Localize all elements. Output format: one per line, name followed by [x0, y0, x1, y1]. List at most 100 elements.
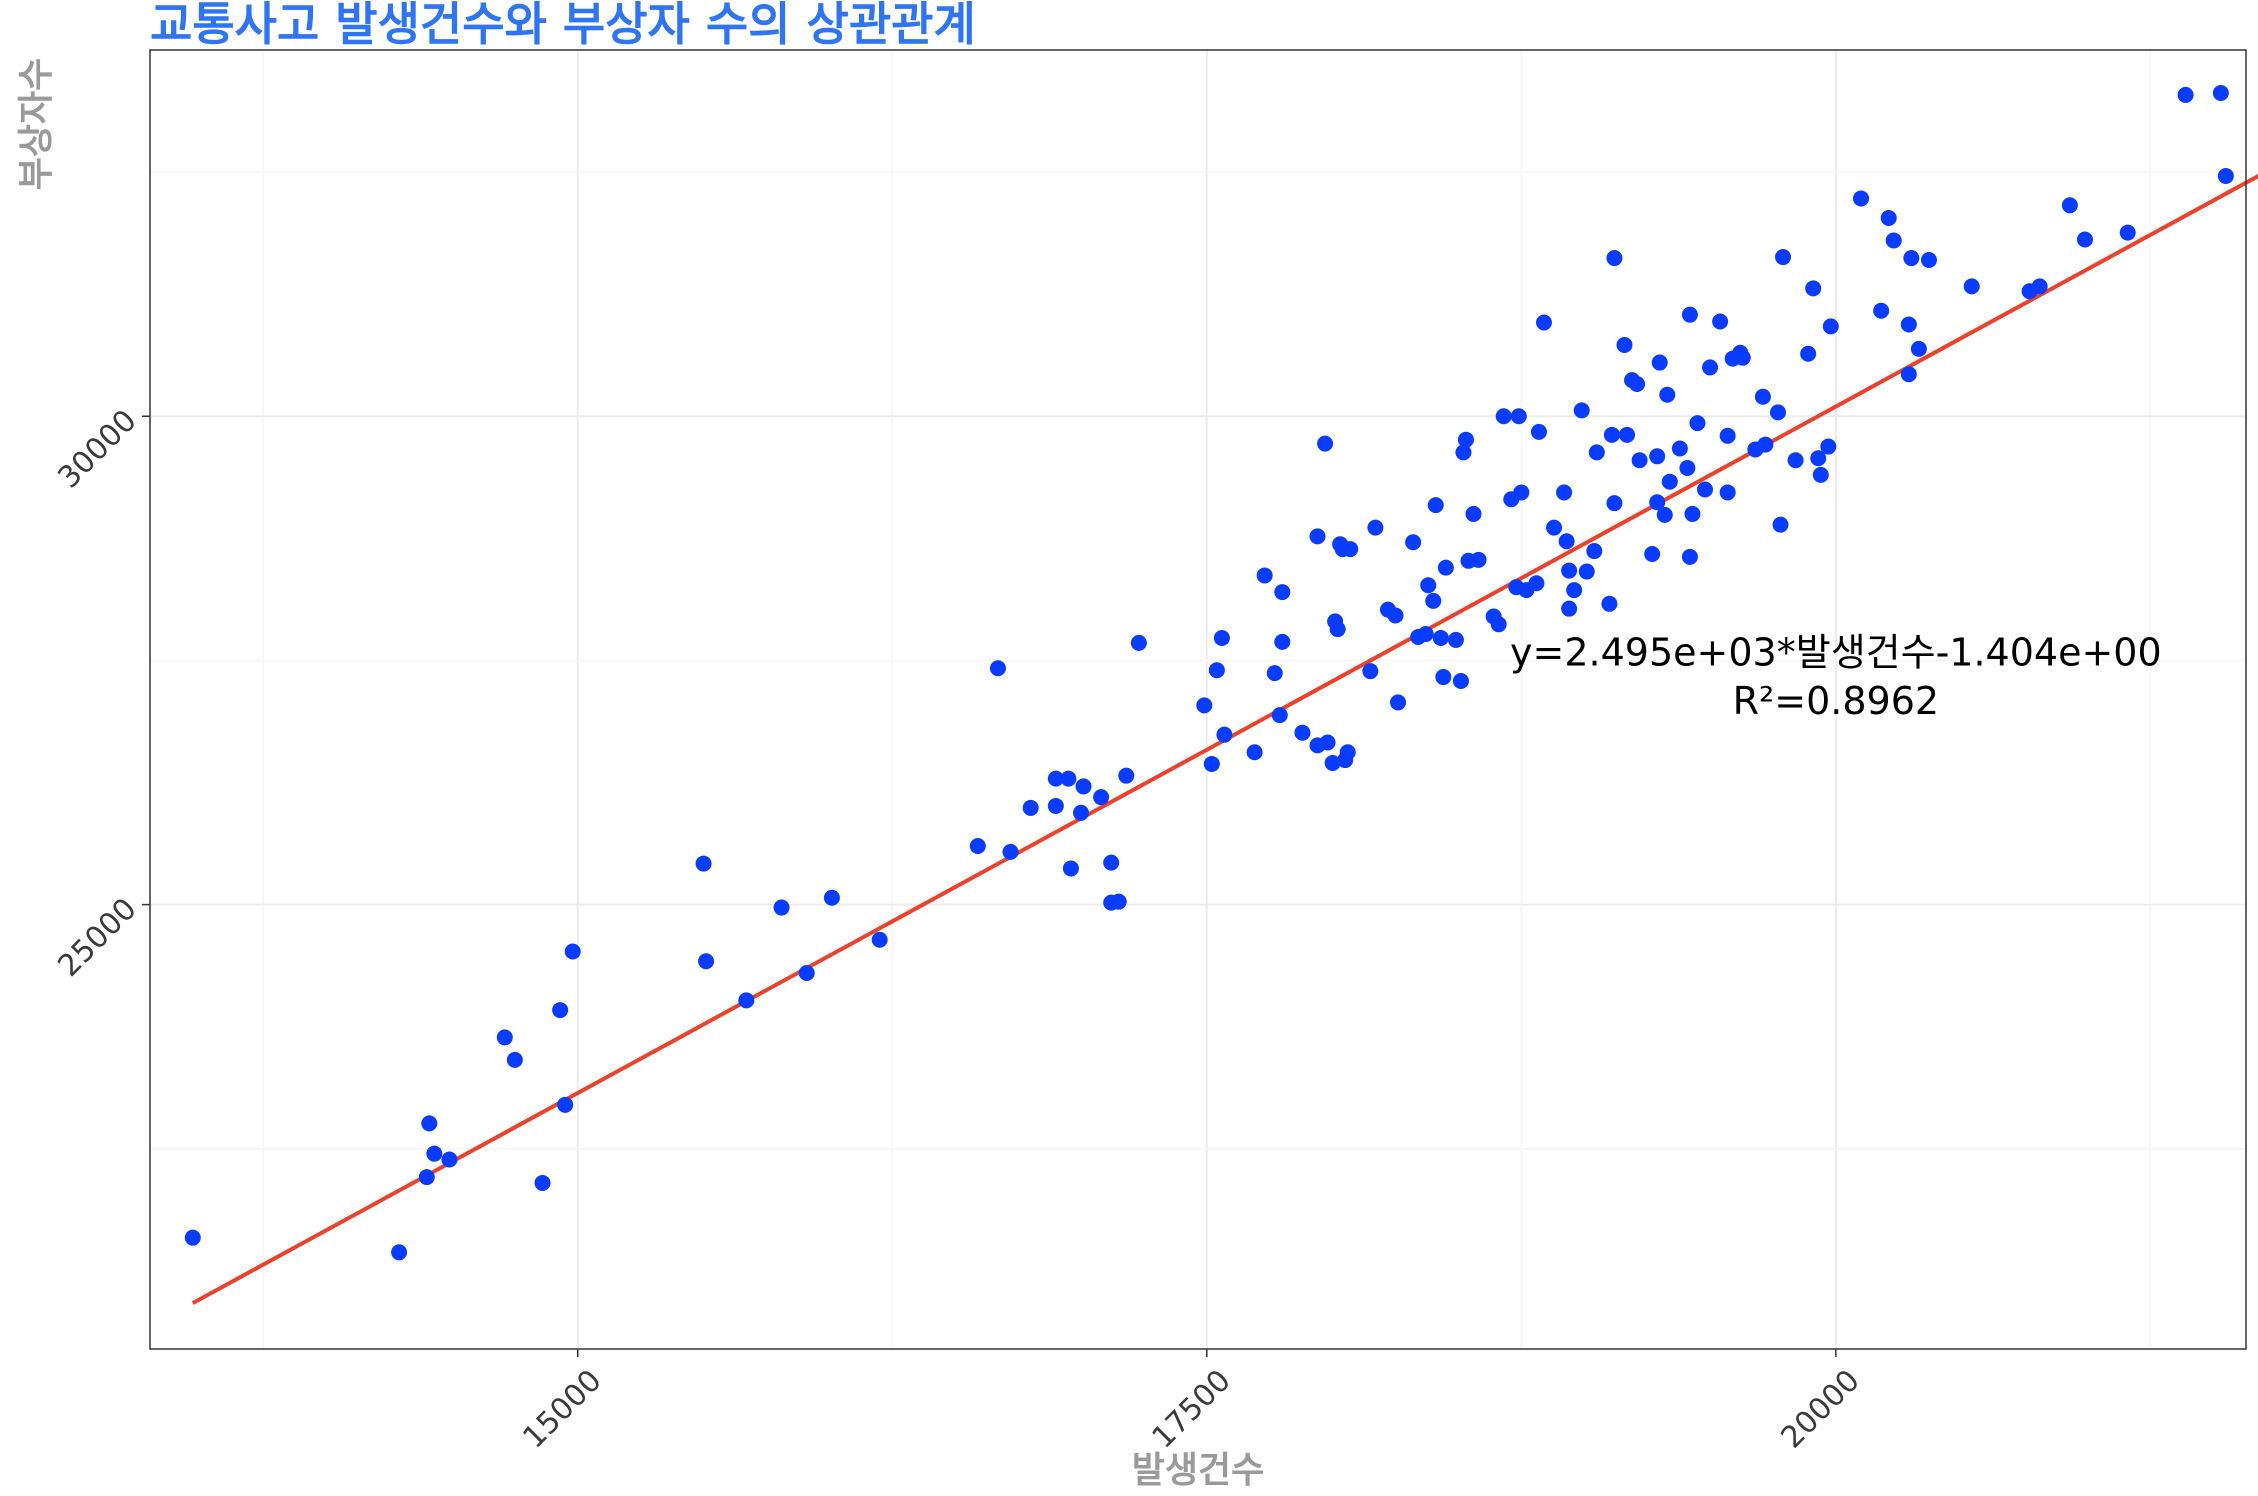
data-point: [1689, 415, 1706, 432]
data-point: [1294, 724, 1311, 741]
data-point: [1681, 306, 1698, 323]
data-point: [426, 1145, 443, 1162]
data-point: [1530, 423, 1547, 440]
data-point: [1631, 452, 1648, 469]
data-point: [1266, 665, 1283, 682]
data-point: [1566, 582, 1583, 599]
data-point: [1810, 450, 1827, 467]
data-point: [1787, 452, 1804, 469]
data-point: [1470, 551, 1487, 568]
data-point: [1681, 548, 1698, 565]
data-point: [1769, 404, 1786, 421]
data-point: [1510, 408, 1527, 425]
data-point: [1362, 663, 1379, 680]
data-point: [1910, 340, 1927, 357]
y-tick-label: 25000: [51, 892, 143, 984]
data-point: [798, 964, 815, 981]
data-point: [1432, 629, 1449, 646]
data-point: [773, 899, 790, 916]
data-point: [1805, 280, 1822, 297]
data-point: [1329, 621, 1346, 638]
data-point: [1047, 797, 1064, 814]
data-point: [534, 1174, 551, 1191]
x-tick-label: 17500: [1145, 1363, 1237, 1455]
data-point: [2076, 231, 2093, 248]
data-point: [738, 992, 755, 1009]
data-point: [418, 1169, 435, 1186]
regression-equation: y=2.495e+03*발생건수-1.404e+00: [1510, 630, 2162, 674]
data-point: [1271, 707, 1288, 724]
data-point: [1405, 534, 1422, 551]
data-point: [1873, 302, 1890, 319]
data-point: [1629, 376, 1646, 393]
data-point: [441, 1151, 458, 1168]
data-point: [1196, 697, 1213, 714]
data-point: [2031, 278, 2048, 295]
data-point: [1800, 345, 1817, 362]
data-point: [1920, 251, 1937, 268]
data-point: [969, 838, 986, 855]
data-point: [2061, 197, 2078, 214]
data-point: [1684, 505, 1701, 522]
data-point: [1513, 484, 1530, 501]
data-point: [496, 1029, 513, 1046]
data-point: [1812, 466, 1829, 483]
data-point: [1651, 354, 1668, 371]
data-point: [1719, 484, 1736, 501]
data-point: [1390, 694, 1407, 711]
data-point: [1588, 444, 1605, 461]
data-point: [1719, 427, 1736, 444]
data-point: [1903, 250, 1920, 267]
r-squared-label: R²=0.8962: [1733, 679, 1939, 723]
data-point: [1319, 734, 1336, 751]
chart-title: 교통사고 발생건수와 부상자 수의 상관관계: [150, 0, 976, 51]
fit-line-layer: [191, 173, 2258, 1305]
data-point: [1022, 799, 1039, 816]
data-point: [1880, 209, 1897, 226]
data-point: [1775, 249, 1792, 266]
data-point: [695, 855, 712, 872]
data-point: [1490, 616, 1507, 633]
data-point: [1586, 543, 1603, 560]
data-point: [1528, 575, 1545, 592]
data-point: [1535, 314, 1552, 331]
data-point: [1447, 631, 1464, 648]
data-point: [1118, 767, 1135, 784]
data-point: [1853, 190, 1870, 207]
data-point: [1213, 629, 1230, 646]
data-point: [1619, 426, 1636, 443]
data-point: [1900, 316, 1917, 333]
data-point: [1256, 567, 1273, 584]
data-point: [1047, 770, 1064, 787]
data-point: [2119, 224, 2136, 241]
data-point: [391, 1244, 408, 1261]
x-tick-label: 20000: [1775, 1363, 1867, 1455]
data-points: [184, 84, 2234, 1261]
grid-lines: [150, 50, 2246, 1349]
data-point: [1452, 672, 1469, 689]
data-point: [1130, 634, 1147, 651]
data-point: [1427, 497, 1444, 514]
data-point: [1822, 318, 1839, 335]
data-point: [1606, 495, 1623, 512]
data-point: [1601, 595, 1618, 612]
data-point: [871, 931, 888, 948]
data-point: [1002, 843, 1019, 860]
data-point: [1457, 431, 1474, 448]
data-point: [1578, 563, 1595, 580]
data-point: [1309, 528, 1326, 545]
data-point: [1246, 744, 1263, 761]
data-point: [2217, 167, 2234, 184]
data-point: [1963, 278, 1980, 295]
data-point: [1772, 516, 1789, 533]
data-point: [1754, 388, 1771, 405]
data-point: [1274, 584, 1291, 601]
y-axis-title: 부상자수: [16, 58, 57, 190]
data-point: [506, 1051, 523, 1068]
data-point: [1060, 770, 1077, 787]
data-point: [1659, 386, 1676, 403]
data-point: [1556, 484, 1573, 501]
data-point: [1661, 473, 1678, 490]
data-point: [1324, 754, 1341, 771]
